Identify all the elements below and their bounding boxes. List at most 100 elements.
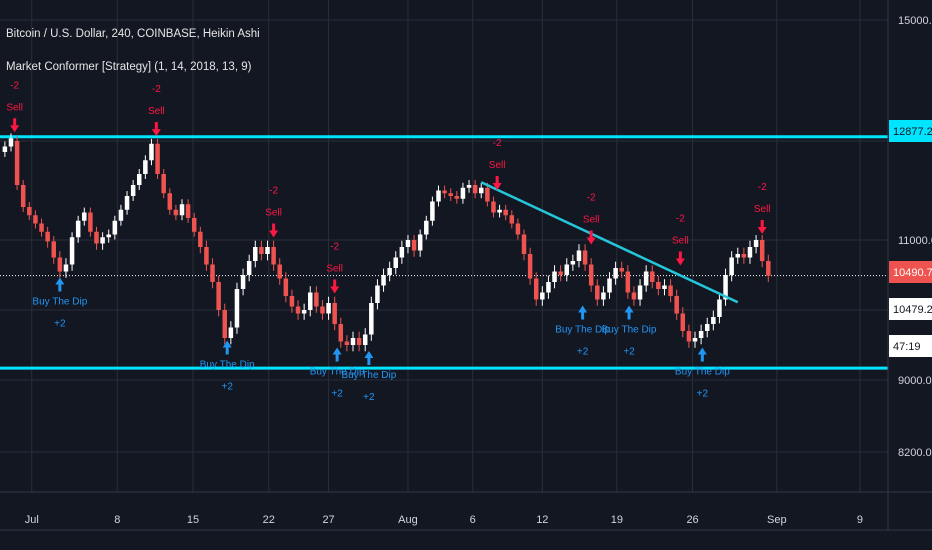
candle-body (20, 185, 26, 207)
buy-signal: Buy The Dip +2 (200, 340, 255, 393)
tag-background (889, 120, 932, 142)
bear-candle (356, 331, 362, 352)
signal-label: Sell (148, 106, 165, 117)
bull-candle (130, 180, 136, 201)
bull-candle (75, 215, 81, 243)
bull-candle (717, 293, 722, 324)
sell-arrow-shaft (678, 251, 682, 259)
bull-candle (399, 240, 405, 264)
candle-body (246, 261, 252, 275)
signal-count: +2 (577, 347, 589, 358)
candle-body (650, 271, 655, 282)
signal-count: -2 (269, 186, 278, 197)
candle-body (570, 261, 576, 265)
y-tick-label: 8200.00 (898, 447, 932, 459)
candle-body (253, 247, 258, 261)
bull-candle (106, 229, 111, 243)
y-tick-label: 11000.00 (898, 235, 932, 247)
candle-body (14, 141, 20, 185)
candle-body (167, 193, 173, 210)
candle-body (332, 303, 337, 324)
candle-body (271, 247, 276, 265)
candle-body (472, 185, 478, 194)
candle-body (485, 187, 490, 202)
bull-candle (570, 254, 576, 271)
bull-candle (234, 282, 240, 334)
candle-body (558, 271, 563, 275)
bear-candle (686, 324, 692, 348)
bull-candle (424, 215, 429, 240)
x-tick-label: 15 (187, 514, 199, 526)
x-tick-label: 6 (470, 514, 476, 526)
bear-candle (533, 272, 539, 306)
bear-candle (595, 279, 600, 306)
candle-body (259, 247, 264, 254)
tag-label: 10479.20 (893, 304, 932, 316)
open-tag[interactable]: 10479.20 (889, 298, 932, 320)
bull-candle (2, 141, 8, 157)
candle-body (295, 306, 301, 314)
sell-signal: -2 Sell (6, 80, 23, 133)
buy-arrow-shaft (367, 358, 371, 365)
bear-candle (51, 236, 56, 264)
candle-body (442, 190, 447, 194)
candle-body (210, 264, 215, 282)
bear-candle (314, 286, 319, 313)
candle-body (45, 231, 50, 242)
x-tick-label: 19 (611, 514, 623, 526)
trend-line[interactable] (480, 181, 739, 304)
buy-signal: Buy The Dip +2 (341, 351, 397, 403)
trend-line-layer[interactable] (480, 181, 739, 304)
candle-body (417, 234, 423, 251)
resistance-tag[interactable]: 12877.29 (889, 120, 932, 142)
buy-arrow-icon (578, 305, 588, 313)
countdown-tag[interactable]: 47:19 (889, 335, 932, 357)
candle-body (668, 285, 673, 296)
bull-candle (698, 324, 704, 345)
strategy-label[interactable]: Market Conformer [Strategy] (1, 14, 2018… (6, 61, 252, 73)
last-price-tag[interactable]: 10490.79 (889, 261, 932, 283)
candle-body (582, 250, 588, 265)
x-tick-label: 22 (263, 514, 275, 526)
bear-candle (332, 296, 337, 331)
sell-arrow-shaft (589, 230, 593, 238)
candle-body (179, 204, 185, 216)
candle-body (741, 254, 747, 258)
bear-candle (588, 258, 594, 292)
bull-candle (729, 251, 734, 282)
buy-arrow-icon (697, 347, 707, 355)
bull-candle (369, 296, 374, 341)
bear-candle (485, 182, 490, 207)
bear-candle (674, 289, 679, 320)
candle-body (753, 240, 759, 247)
candle-body (33, 215, 38, 224)
candle-body (552, 271, 557, 282)
sell-arrow-icon (492, 183, 502, 190)
bear-candle (173, 204, 179, 221)
candle-body (711, 317, 716, 324)
buy-signal: Buy The Dip +2 (602, 305, 657, 358)
candle-body (704, 324, 710, 331)
sell-arrow-icon (330, 286, 340, 294)
candle-body (424, 220, 429, 235)
signal-label: Sell (6, 102, 23, 113)
bull-candle (112, 215, 118, 240)
candle-body (662, 285, 667, 289)
tag-background (889, 298, 932, 320)
signal-count: +2 (363, 392, 375, 403)
symbol-title[interactable]: Bitcoin / U.S. Dollar, 240, COINBASE, He… (6, 28, 260, 40)
sell-signal: -2 Sell (326, 242, 343, 294)
bear-candle (558, 265, 563, 282)
buy-arrow-icon (332, 347, 342, 355)
signal-count: -2 (676, 214, 685, 225)
bull-candle (265, 240, 270, 261)
sell-arrow-shaft (272, 223, 276, 231)
bull-candle (69, 232, 75, 271)
signal-label: Buy The Dip (310, 367, 365, 378)
bull-candle (637, 279, 643, 306)
signal-label: Buy The Dip (555, 325, 610, 336)
candle-body (204, 247, 209, 265)
candle-body (185, 204, 191, 218)
bull-candle (143, 155, 148, 179)
